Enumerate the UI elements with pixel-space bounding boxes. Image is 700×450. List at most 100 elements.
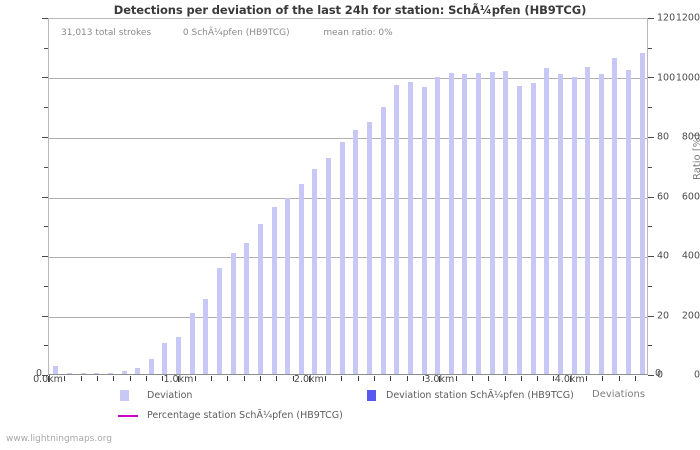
y-axis-right-tick bbox=[648, 137, 654, 138]
legend-label[interactable]: Deviation bbox=[147, 390, 193, 401]
bar bbox=[557, 74, 563, 374]
bar bbox=[421, 86, 427, 374]
gridline bbox=[49, 198, 647, 199]
y-axis-left-tick bbox=[42, 375, 48, 376]
x-axis-minor-tick bbox=[81, 376, 82, 381]
bar bbox=[544, 67, 550, 374]
bar bbox=[271, 207, 277, 374]
bar bbox=[585, 66, 591, 374]
y-axis-left-label: 200 bbox=[681, 310, 700, 321]
bar bbox=[66, 372, 72, 374]
x-axis-minor-tick bbox=[635, 376, 636, 381]
x-axis-corner-zero-left: 0 bbox=[36, 368, 43, 379]
x-axis-minor-tick bbox=[162, 376, 163, 381]
legend-axis-name: Deviations bbox=[592, 389, 646, 400]
bar bbox=[312, 168, 318, 374]
page-title: Detections per deviation of the last 24h… bbox=[113, 3, 587, 17]
y-axis-left-label: 1200 bbox=[675, 12, 700, 24]
x-axis-minor-tick bbox=[537, 376, 538, 381]
bar bbox=[80, 372, 86, 374]
y-axis-left-minor-tick bbox=[44, 286, 48, 287]
bar bbox=[394, 84, 400, 374]
x-axis-minor-tick bbox=[553, 376, 554, 381]
x-axis-minor-tick bbox=[64, 376, 65, 381]
bar bbox=[448, 72, 454, 374]
y-axis-left-tick bbox=[42, 18, 48, 19]
y-axis-left-label: 1000 bbox=[675, 72, 700, 83]
y-axis-right-label: 60 bbox=[657, 191, 670, 202]
gridline bbox=[49, 78, 647, 79]
x-axis-minor-tick bbox=[211, 376, 212, 381]
bar bbox=[380, 106, 386, 374]
y-axis-right-label: 20 bbox=[657, 310, 670, 321]
bar bbox=[639, 53, 645, 374]
y-axis-left-minor-tick bbox=[44, 167, 48, 168]
bar bbox=[107, 372, 113, 374]
y-axis-left-label: 0 bbox=[693, 369, 700, 381]
y-axis-left-tick bbox=[42, 197, 48, 198]
x-axis-minor-tick bbox=[521, 376, 522, 381]
x-axis-minor-tick bbox=[472, 376, 473, 381]
y-axis-right-label: 80 bbox=[657, 131, 670, 143]
x-axis-major-tick bbox=[439, 376, 440, 382]
bar bbox=[94, 372, 100, 374]
x-axis-minor-tick bbox=[505, 376, 506, 381]
bar bbox=[162, 342, 168, 374]
gridline bbox=[49, 257, 647, 258]
x-axis-corner-zero-right: 0 bbox=[655, 368, 662, 379]
bar bbox=[176, 336, 182, 374]
bar bbox=[516, 86, 522, 374]
x-axis-minor-tick bbox=[586, 376, 587, 381]
subtitle-mean-ratio: mean ratio: 0% bbox=[323, 28, 393, 38]
x-axis-minor-tick bbox=[374, 376, 375, 381]
x-axis-minor-tick bbox=[244, 376, 245, 381]
x-axis-minor-tick bbox=[390, 376, 391, 381]
y-axis-right-tick bbox=[648, 197, 654, 198]
x-axis-minor-tick bbox=[97, 376, 98, 381]
bar bbox=[407, 82, 413, 374]
x-axis-minor-tick bbox=[130, 376, 131, 381]
x-axis-minor-tick bbox=[293, 376, 294, 381]
bar bbox=[216, 267, 222, 374]
x-axis-major-tick bbox=[48, 376, 49, 382]
bar bbox=[135, 368, 141, 374]
y-axis-right-label: 40 bbox=[657, 250, 670, 262]
y-axis-left-tick bbox=[42, 137, 48, 138]
y-axis-left-minor-tick bbox=[44, 226, 48, 227]
x-axis-label: 3.0km bbox=[424, 374, 455, 385]
bar bbox=[353, 130, 359, 374]
y-axis-right-tick bbox=[648, 77, 654, 78]
x-axis-label: 4.0km bbox=[554, 374, 585, 385]
x-axis-major-tick bbox=[570, 376, 571, 382]
y-axis-left-minor-tick bbox=[44, 345, 48, 346]
x-axis-minor-tick bbox=[341, 376, 342, 381]
legend-swatch bbox=[367, 390, 376, 401]
y-axis-right-tick bbox=[648, 18, 654, 19]
bar bbox=[462, 74, 468, 374]
legend-label[interactable]: Percentage station SchÃ¼pfen (HB9TCG) bbox=[147, 410, 343, 421]
y-axis-left-minor-tick bbox=[44, 107, 48, 108]
bar bbox=[121, 371, 127, 374]
bar bbox=[489, 72, 495, 374]
y-axis-right-label: 100 bbox=[657, 72, 676, 83]
subtitle-station-count: 0 SchÃ¼pfen (HB9TCG) bbox=[182, 28, 290, 38]
bar bbox=[285, 198, 291, 374]
legend-label[interactable]: Deviation station SchÃ¼pfen (HB9TCG) bbox=[386, 390, 574, 401]
y-axis-left-label: 800 bbox=[681, 131, 700, 143]
x-axis-minor-tick bbox=[113, 376, 114, 381]
x-axis-minor-tick bbox=[407, 376, 408, 381]
x-axis-label: 2.0km bbox=[293, 374, 324, 385]
bar bbox=[339, 141, 345, 374]
bar bbox=[476, 72, 482, 374]
bar bbox=[626, 69, 632, 374]
y-axis-right-minor-tick bbox=[648, 48, 652, 49]
legend-swatch bbox=[118, 415, 138, 417]
bar bbox=[189, 313, 195, 374]
y-axis-left-label: 400 bbox=[681, 250, 700, 262]
watermark: www.lightningmaps.org bbox=[6, 434, 112, 444]
y-axis-left-label: 600 bbox=[681, 191, 700, 202]
y-axis-right-minor-tick bbox=[648, 167, 652, 168]
y-axis-right-tick bbox=[648, 256, 654, 257]
x-axis-minor-tick bbox=[423, 376, 424, 381]
